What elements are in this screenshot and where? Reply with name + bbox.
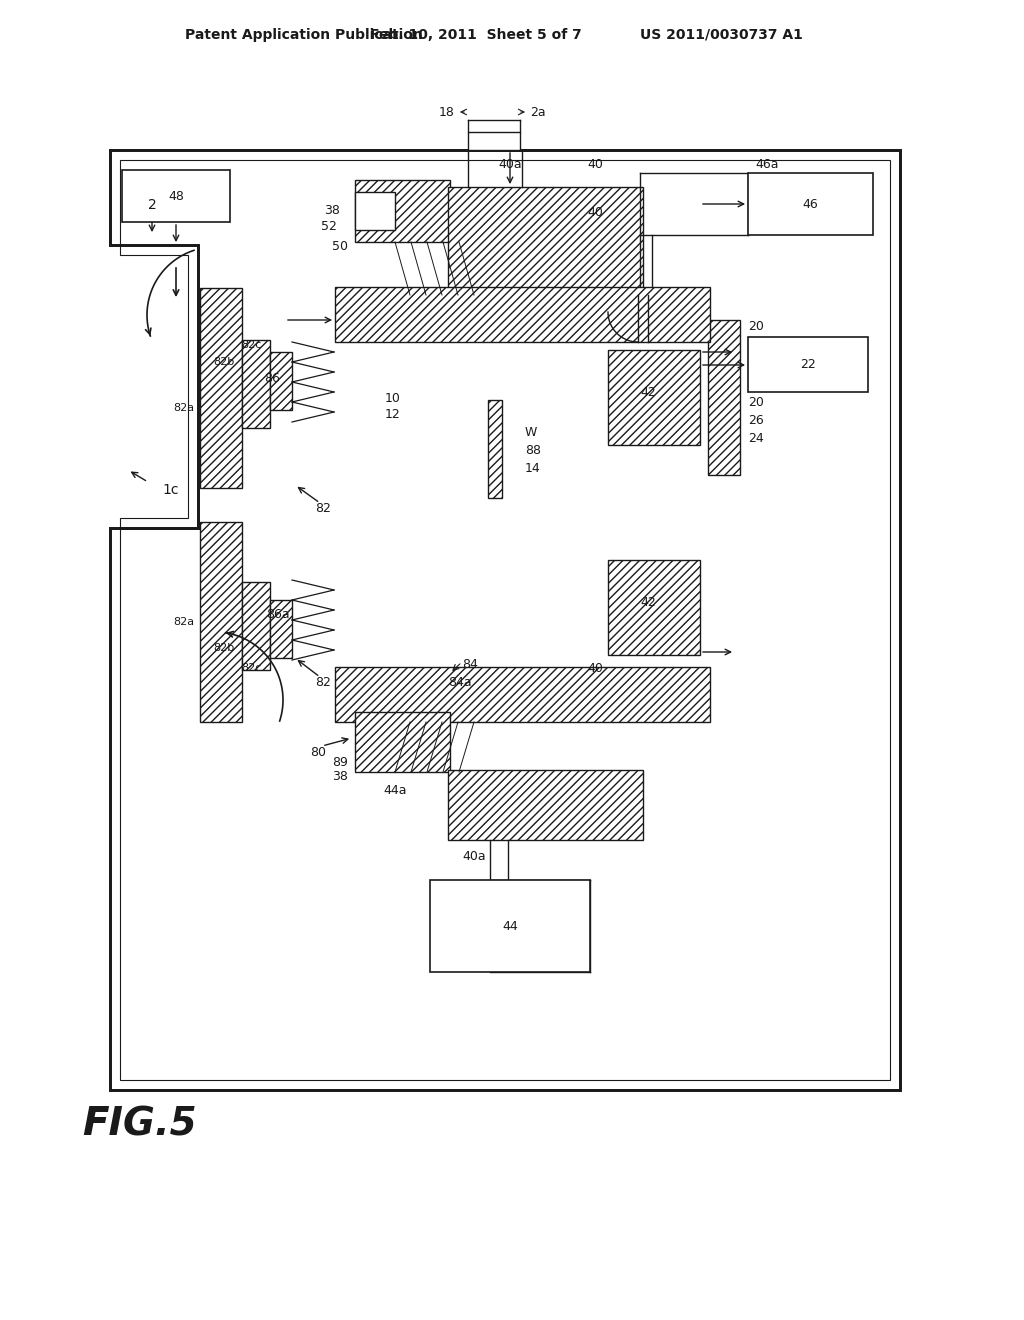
Polygon shape (110, 150, 900, 1090)
Text: 2: 2 (148, 198, 157, 213)
Text: 40: 40 (587, 206, 603, 219)
Text: 10: 10 (385, 392, 400, 404)
Text: 24: 24 (748, 432, 764, 445)
Text: 82b: 82b (214, 356, 234, 367)
Text: 82c: 82c (242, 341, 262, 350)
Text: 2a: 2a (530, 106, 546, 119)
Bar (355, 180, 450, 242)
Text: 82b: 82b (214, 643, 234, 653)
Text: 82c: 82c (242, 663, 262, 673)
Text: US 2011/0030737 A1: US 2011/0030737 A1 (640, 28, 803, 42)
Text: 38: 38 (325, 203, 340, 216)
Text: 20: 20 (748, 396, 764, 408)
Bar (122, 170, 230, 222)
Text: 84: 84 (462, 659, 478, 672)
Bar (242, 582, 270, 671)
Text: 12: 12 (385, 408, 400, 421)
Text: 18: 18 (439, 106, 455, 119)
Text: 26: 26 (748, 413, 764, 426)
Text: FIG.5: FIG.5 (82, 1106, 197, 1144)
Bar (608, 350, 700, 445)
Text: 84a: 84a (449, 676, 472, 689)
Text: 86a: 86a (266, 609, 290, 622)
Text: 1c: 1c (162, 483, 178, 498)
Text: 82a: 82a (173, 403, 194, 413)
Text: 82a: 82a (173, 616, 194, 627)
Bar (335, 667, 710, 722)
Text: 14: 14 (525, 462, 541, 474)
Bar (355, 191, 395, 230)
Text: 89: 89 (332, 755, 348, 768)
Text: 42: 42 (640, 595, 656, 609)
Text: 38: 38 (332, 771, 348, 784)
Text: Feb. 10, 2011  Sheet 5 of 7: Feb. 10, 2011 Sheet 5 of 7 (370, 28, 582, 42)
Text: 42: 42 (640, 385, 656, 399)
Bar (708, 319, 740, 475)
Text: W: W (525, 425, 538, 438)
Bar (608, 560, 700, 655)
Bar (270, 601, 292, 657)
Text: 22: 22 (800, 359, 816, 371)
Text: 40a: 40a (462, 850, 485, 863)
Text: 80: 80 (310, 746, 326, 759)
Text: 82: 82 (315, 502, 331, 515)
Bar (748, 173, 873, 235)
Bar (335, 286, 710, 342)
Text: 20: 20 (748, 321, 764, 334)
Text: 40: 40 (587, 158, 603, 172)
Text: Patent Application Publication: Patent Application Publication (185, 28, 423, 42)
Text: 40: 40 (587, 661, 603, 675)
Text: 86: 86 (264, 371, 280, 384)
Text: 40a: 40a (499, 158, 522, 172)
Text: 82: 82 (315, 676, 331, 689)
Text: 88: 88 (525, 444, 541, 457)
Bar (200, 288, 242, 488)
Bar (242, 341, 270, 428)
Bar (488, 400, 502, 498)
Text: 46: 46 (802, 198, 818, 210)
Bar (449, 770, 643, 840)
Text: 44a: 44a (383, 784, 407, 796)
Bar (748, 337, 868, 392)
Bar (430, 880, 590, 972)
Bar (200, 521, 242, 722)
Text: 48: 48 (168, 190, 184, 202)
Text: 44: 44 (502, 920, 518, 932)
Text: 46a: 46a (755, 158, 778, 172)
Bar (355, 711, 450, 772)
Bar (270, 352, 292, 411)
Text: 50: 50 (332, 240, 348, 253)
Bar (449, 187, 643, 294)
Text: 52: 52 (322, 220, 337, 234)
Bar (468, 132, 520, 150)
